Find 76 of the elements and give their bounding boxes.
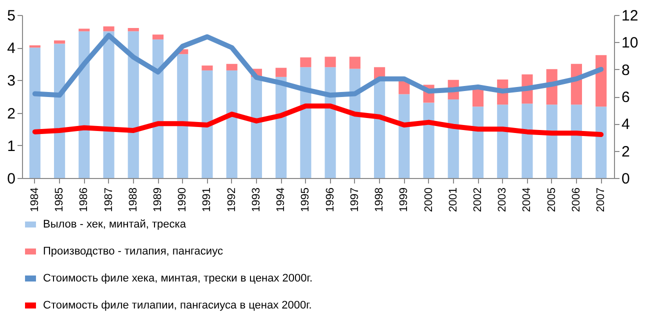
x-tick-label: 1997 bbox=[348, 188, 361, 212]
x-tick-label: 1996 bbox=[324, 188, 336, 212]
x-tick-label: 1989 bbox=[152, 188, 164, 212]
y2-tick-label: 4 bbox=[622, 116, 630, 134]
bar bbox=[226, 70, 238, 178]
y2-tick-label: 8 bbox=[622, 62, 630, 79]
bar bbox=[374, 80, 386, 178]
x-tick-label: 1990 bbox=[176, 188, 189, 212]
bar bbox=[398, 94, 410, 178]
y2-tick-label: 10 bbox=[622, 34, 638, 52]
bar bbox=[226, 64, 238, 70]
bar bbox=[152, 39, 164, 178]
y-tick-label: 3 bbox=[7, 72, 16, 90]
bar bbox=[324, 67, 336, 178]
bar bbox=[177, 54, 188, 178]
bar bbox=[596, 55, 607, 107]
bar bbox=[202, 70, 213, 178]
x-tick-label: 1992 bbox=[226, 188, 238, 212]
legend-label: Стоимость филе тилапии, пангасиуса в ценах 2000г. bbox=[43, 300, 312, 312]
x-tick-label: 1994 bbox=[275, 188, 288, 212]
bar bbox=[349, 68, 360, 178]
y-tick-label: 5 bbox=[7, 8, 16, 24]
legend-label: Вылов - хек, минтай, треска bbox=[43, 218, 187, 230]
bar bbox=[54, 40, 66, 44]
x-tick-label: 1985 bbox=[54, 188, 66, 212]
x-tick-label: 1999 bbox=[398, 188, 410, 212]
x-tick-label: 1986 bbox=[78, 188, 90, 212]
bar bbox=[78, 28, 90, 32]
y-tick-label: 0 bbox=[7, 170, 16, 188]
legend-label: Производство - тилапия, пангасиус bbox=[43, 246, 224, 258]
bar bbox=[29, 48, 40, 178]
x-tick-label: 2000 bbox=[422, 188, 435, 212]
bar bbox=[103, 26, 114, 32]
x-tick-label: 1995 bbox=[300, 188, 312, 212]
y2-tick-label: 0 bbox=[622, 170, 630, 188]
bar bbox=[300, 67, 312, 178]
bar bbox=[570, 104, 582, 178]
y-tick-label: 2 bbox=[7, 105, 16, 122]
bar bbox=[472, 106, 484, 178]
x-tick-label: 2002 bbox=[472, 188, 484, 212]
bar bbox=[324, 56, 336, 68]
bar bbox=[497, 104, 508, 178]
bar bbox=[596, 106, 607, 178]
y-tick-label: 4 bbox=[7, 40, 16, 58]
bar bbox=[546, 104, 558, 178]
bar bbox=[250, 76, 262, 178]
x-tick-label: 2001 bbox=[447, 188, 460, 212]
bar bbox=[152, 34, 164, 40]
x-tick-label: 2004 bbox=[521, 188, 534, 212]
y2-tick-label: 12 bbox=[622, 8, 638, 24]
x-tick-label: 1991 bbox=[201, 188, 214, 212]
bar bbox=[349, 56, 360, 69]
x-tick-label: 1993 bbox=[250, 188, 262, 212]
x-tick-label: 2006 bbox=[570, 188, 582, 212]
bar bbox=[128, 31, 139, 178]
bar bbox=[423, 102, 434, 178]
x-tick-label: 1987 bbox=[102, 188, 115, 212]
x-tick-label: 2003 bbox=[496, 188, 509, 212]
legend-label: Стоимость филе хека, минтая, трески в ценах 2000г. bbox=[43, 272, 312, 284]
y2-tick-label: 2 bbox=[622, 143, 630, 160]
bar bbox=[448, 99, 459, 178]
bar bbox=[103, 31, 114, 178]
bar bbox=[522, 104, 533, 178]
x-tick-label: 1984 bbox=[28, 188, 41, 212]
y-tick-label: 1 bbox=[7, 138, 16, 155]
x-tick-label: 2007 bbox=[595, 188, 608, 212]
bar bbox=[78, 31, 90, 178]
x-tick-label: 1998 bbox=[374, 188, 386, 212]
bar bbox=[54, 44, 66, 178]
x-tick-label: 2005 bbox=[546, 188, 558, 212]
x-tick-label: 1988 bbox=[127, 188, 140, 212]
bar bbox=[202, 66, 213, 70]
bar bbox=[276, 68, 287, 77]
bar bbox=[300, 57, 312, 68]
bar bbox=[128, 28, 139, 32]
y2-tick-label: 6 bbox=[622, 89, 630, 106]
